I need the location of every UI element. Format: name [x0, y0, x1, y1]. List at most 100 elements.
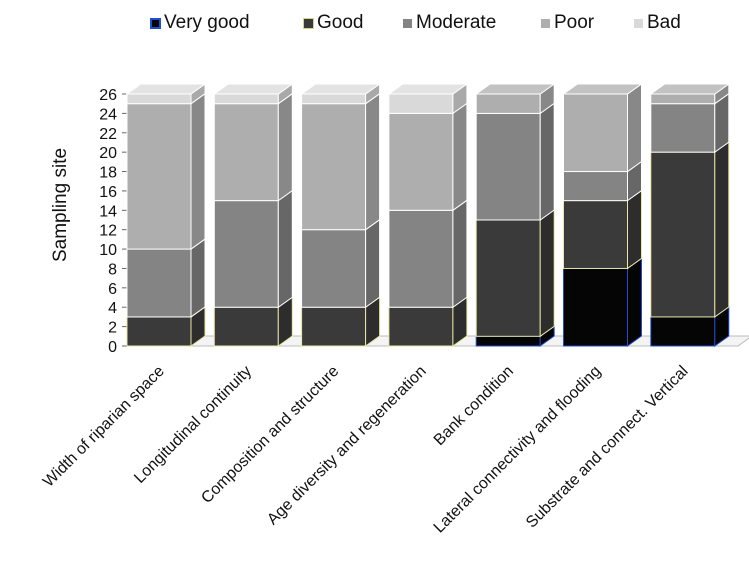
bar-segment-front — [475, 93, 541, 114]
bar-segment-front — [388, 209, 454, 308]
y-tick-label: 24 — [99, 106, 117, 123]
bar-segment-top — [125, 83, 207, 95]
bar-stack — [212, 83, 294, 347]
bar-segment — [650, 92, 730, 154]
legend-label: Poor — [554, 12, 595, 33]
bar-segment-side — [277, 92, 293, 202]
bar-segment-side — [627, 189, 642, 270]
bar-segment — [213, 296, 293, 347]
bar-segment — [301, 92, 381, 231]
bar-segment-front — [126, 93, 192, 105]
bar-segment — [126, 92, 206, 251]
x-tick-label: Substrate and connect. Vertical — [523, 363, 692, 532]
y-tick-label: 22 — [99, 126, 117, 143]
bar-segment-top — [300, 83, 382, 95]
bar-segment — [474, 83, 556, 115]
bar-segment — [475, 102, 555, 221]
bar-segment-top — [561, 83, 644, 95]
bar-segment-front — [126, 316, 192, 347]
y-tick-label: 10 — [99, 242, 117, 259]
bar-segment — [212, 83, 294, 105]
bar-segment-side — [627, 83, 642, 173]
y-tick-label: 18 — [99, 165, 117, 182]
bar-segment-side — [452, 102, 468, 212]
bar-segment — [563, 189, 642, 270]
y-tick-label: 14 — [99, 203, 117, 220]
bar-segment-front — [126, 103, 192, 250]
y-tick-label: 20 — [99, 145, 117, 162]
bar-segment-side — [627, 257, 642, 347]
y-tick-label: 12 — [99, 223, 117, 240]
legend-label: Very good — [164, 12, 250, 33]
y-tick-label: 0 — [108, 339, 117, 356]
bar-segment — [650, 141, 730, 318]
bar-stack — [387, 83, 469, 347]
bar-stack — [300, 83, 382, 347]
bar-segment-front — [301, 229, 367, 308]
legend-item: Very good — [150, 8, 250, 38]
bar-segment-front — [563, 267, 628, 347]
bar-segment-top — [212, 83, 294, 95]
bar-segment-front — [650, 151, 716, 318]
bar-segment-side — [277, 189, 293, 309]
bar-segment — [300, 83, 382, 105]
bar-stack — [474, 83, 556, 347]
legend-item: Good — [303, 8, 363, 38]
bar-segment-front — [301, 306, 367, 347]
legend-label: Good — [317, 12, 364, 33]
bars — [125, 83, 731, 347]
bar-segment-front — [475, 112, 541, 221]
bar-segment — [650, 305, 730, 347]
bar-segment-front — [213, 93, 279, 105]
bar-segment — [301, 296, 381, 347]
legend-swatch — [633, 17, 644, 29]
bar-segment-side — [452, 199, 468, 309]
bar-segment-front — [563, 200, 628, 269]
y-tick-label: 6 — [108, 281, 117, 298]
y-tick-label: 8 — [108, 261, 117, 278]
bar-stack — [649, 83, 731, 347]
y-axis-label: Sampling site — [50, 148, 71, 262]
y-tick-label: 26 — [99, 87, 117, 104]
bar-segment-front — [388, 93, 454, 114]
legend-label: Bad — [647, 12, 681, 33]
bar-segment — [125, 83, 207, 105]
bar-segment-front — [126, 248, 192, 318]
legend-swatch — [303, 17, 314, 29]
bar-segment — [563, 257, 642, 347]
bar-segment — [649, 83, 731, 105]
bar-segment-front — [650, 316, 716, 347]
bar-segment-front — [388, 306, 454, 347]
bar-segment — [126, 305, 206, 347]
legend: Very good Good Moderate Poor Bad — [0, 8, 749, 38]
bar-segment-top — [474, 83, 556, 95]
bar-segment-side — [714, 141, 730, 318]
legend-item: Poor — [540, 8, 594, 38]
bar-segment — [126, 238, 206, 318]
bar-segment-side — [190, 92, 206, 251]
x-tick-label: Age diversity and regeneration — [264, 363, 429, 528]
bar-segment-front — [301, 93, 367, 105]
legend-swatch — [150, 17, 161, 29]
bar-segment-front — [301, 103, 367, 231]
bar-segment — [388, 199, 468, 309]
bar-segment-front — [475, 219, 541, 337]
bar-segment-side — [539, 102, 555, 221]
bar-segment — [387, 83, 469, 115]
bar-stack — [125, 83, 207, 347]
bar-segment-side — [365, 218, 381, 309]
legend-label: Moderate — [416, 12, 497, 33]
bar-segment-front — [475, 335, 541, 347]
bar-segment-front — [213, 306, 279, 347]
bar-segment — [475, 209, 555, 338]
bar-segment — [561, 83, 644, 173]
legend-item: Moderate — [402, 8, 496, 38]
x-tick-label: Composition and structure — [198, 363, 342, 507]
legend-swatch — [402, 17, 413, 29]
x-tick-label: Lateral connectivity and flooding — [431, 363, 605, 537]
bar-segment-side — [365, 92, 381, 231]
legend-swatch — [540, 17, 551, 29]
